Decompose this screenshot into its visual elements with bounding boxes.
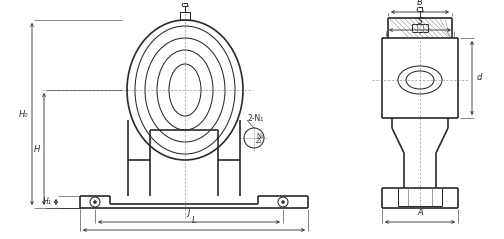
Circle shape (282, 201, 284, 203)
Text: H₁: H₁ (43, 197, 52, 206)
Text: H: H (34, 145, 40, 153)
Text: B: B (417, 0, 423, 7)
Text: L: L (192, 216, 197, 225)
Text: J: J (188, 208, 190, 217)
Text: H₀: H₀ (18, 109, 28, 119)
Text: 2-N₁: 2-N₁ (248, 114, 264, 123)
Text: S: S (417, 17, 422, 26)
Text: A: A (417, 208, 423, 217)
Text: d: d (477, 74, 482, 82)
Text: N₁: N₁ (256, 133, 264, 139)
Bar (180, 12, 190, 20)
Text: Z₁: Z₁ (256, 138, 263, 144)
Circle shape (94, 201, 96, 203)
